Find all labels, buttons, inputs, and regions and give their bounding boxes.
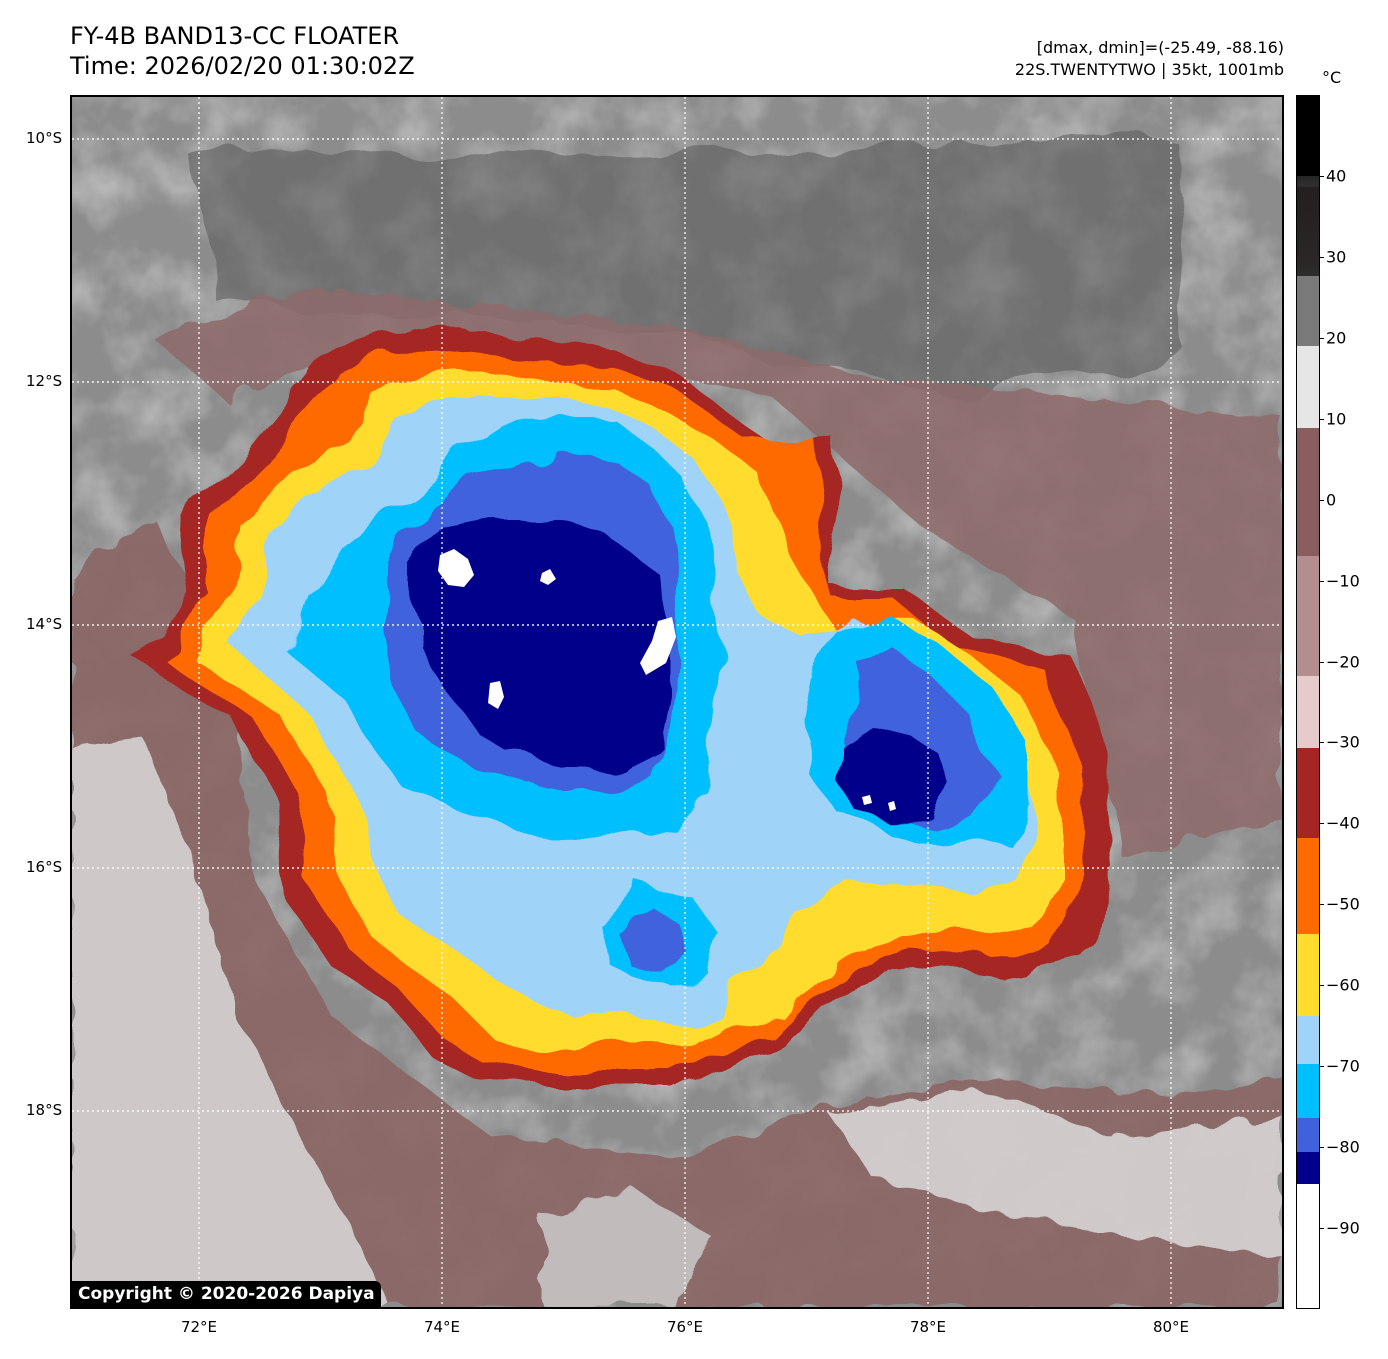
temperature-range: [dmax, dmin]=(-25.49, -88.16)	[1036, 38, 1284, 57]
colorbar-band-white	[1297, 1184, 1319, 1308]
brown-band-north	[152, 287, 1282, 857]
colorbar-label: −10	[1326, 571, 1360, 591]
lat-label-10s: 10°S	[26, 129, 63, 147]
colorbar-tick	[1319, 337, 1324, 339]
storm-info: 22S.TWENTYTWO | 35kt, 1001mb	[1014, 60, 1284, 79]
colorbar-tick	[1319, 742, 1324, 744]
colorbar-tick	[1319, 418, 1324, 420]
product-title: FY-4B BAND13-CC FLOATER	[70, 22, 400, 50]
colorbar-unit: °C	[1322, 68, 1342, 87]
colorbar-label: −70	[1326, 1056, 1360, 1076]
light-grey-southeast	[832, 1087, 1282, 1257]
colorbar-band-light-blue	[1297, 1016, 1319, 1064]
colorbar-tick	[1319, 256, 1324, 258]
colorbar-gradient	[1297, 96, 1319, 1308]
lon-label-72e: 72°E	[180, 1318, 218, 1336]
observation-time: Time: 2026/02/20 01:30:02Z	[70, 52, 415, 80]
colorbar-band-sky-blue	[1297, 1064, 1319, 1118]
lon-label-74e: 74°E	[423, 1318, 461, 1336]
cold-speck-4	[488, 681, 504, 709]
colorbar-label: 10	[1326, 409, 1347, 429]
colorbar-label: −60	[1326, 975, 1360, 995]
colorbar	[1296, 95, 1320, 1309]
lat-label-18s: 18°S	[26, 1101, 63, 1119]
cold-speck-5	[862, 795, 872, 805]
cold-speck-3	[640, 617, 676, 675]
colorbar-tick	[1319, 1228, 1324, 1230]
cold-speck-2	[540, 569, 556, 585]
lat-label-14s: 14°S	[26, 615, 63, 633]
colorbar-band-dark-red	[1297, 748, 1319, 838]
light-grey-southwest	[72, 737, 392, 1307]
colorbar-label: −80	[1326, 1137, 1360, 1157]
core-navy	[412, 517, 672, 767]
colorbar-tick	[1319, 499, 1324, 501]
colorbar-label: 20	[1326, 328, 1347, 348]
lon-label-76e: 76°E	[666, 1318, 704, 1336]
colorbar-label: 40	[1326, 166, 1347, 186]
colorbar-band-royal-blue	[1297, 1118, 1319, 1152]
colorbar-tick	[1319, 1066, 1324, 1068]
colorbar-label: 30	[1326, 247, 1347, 267]
colorbar-label: −20	[1326, 652, 1360, 672]
light-grey-south	[542, 1187, 712, 1307]
cold-speck-1	[438, 549, 474, 587]
satellite-imagery	[72, 97, 1282, 1307]
colorbar-label: −50	[1326, 894, 1360, 914]
lat-label-16s: 16°S	[26, 858, 63, 876]
colorbar-tick	[1319, 904, 1324, 906]
lat-label-12s: 12°S	[26, 372, 63, 390]
colorbar-tick	[1319, 1147, 1324, 1149]
colorbar-band-orange	[1297, 838, 1319, 934]
colorbar-label: −90	[1326, 1218, 1360, 1238]
colorbar-tick	[1319, 661, 1324, 663]
colorbar-tick	[1319, 823, 1324, 825]
copyright-badge: Copyright © 2020-2026 Dapiya	[72, 1281, 381, 1307]
colorbar-tick	[1319, 985, 1324, 987]
colorbar-label: −30	[1326, 732, 1360, 752]
lon-label-78e: 78°E	[909, 1318, 947, 1336]
colorbar-band-navy	[1297, 1152, 1319, 1184]
cold-speck-6	[888, 801, 896, 811]
south-royal-blue	[612, 907, 692, 972]
colorbar-label: 0	[1326, 490, 1337, 510]
lon-label-80e: 80°E	[1152, 1318, 1190, 1336]
satellite-map: Copyright © 2020-2026 Dapiya	[70, 95, 1284, 1309]
colorbar-band-yellow	[1297, 934, 1319, 1016]
colorbar-tick	[1319, 175, 1324, 177]
colorbar-label: −40	[1326, 813, 1360, 833]
colorbar-tick	[1319, 580, 1324, 582]
